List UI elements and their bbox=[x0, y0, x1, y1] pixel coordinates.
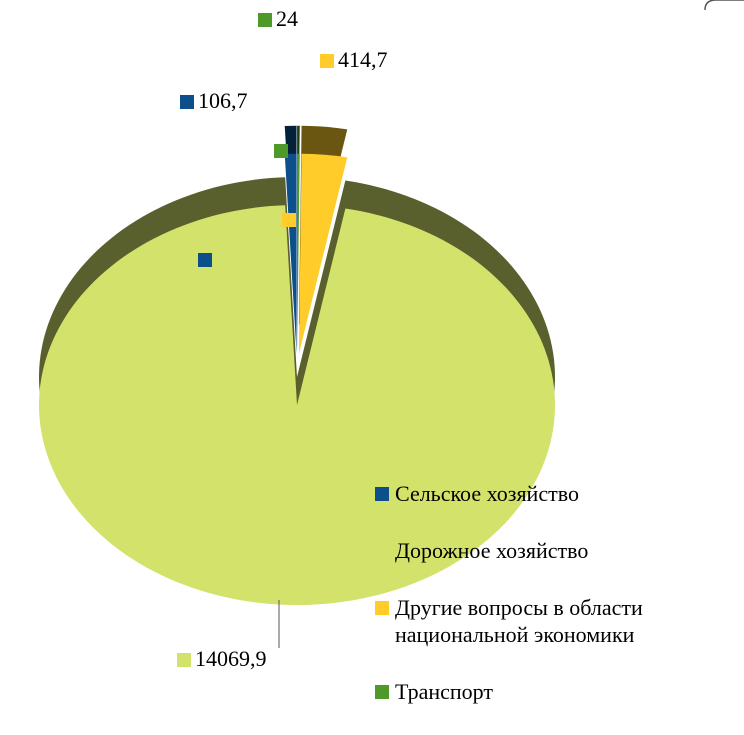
frame-corner bbox=[704, 0, 744, 11]
slice bbox=[284, 153, 297, 354]
legend-label: Другие вопросы в области национальной эк… bbox=[395, 595, 643, 647]
data-label: 24 bbox=[276, 6, 298, 31]
data-labels: 106,7 14069,9 414,7 24 bbox=[177, 6, 388, 671]
legend-item: Транспорт bbox=[375, 678, 725, 705]
page: {"chart_data": {"type": "pie", "categori… bbox=[39, 0, 744, 704]
slice bbox=[297, 153, 300, 354]
label-marker bbox=[258, 13, 272, 27]
slice bbox=[39, 205, 556, 605]
legend-swatch bbox=[375, 544, 389, 558]
marker bbox=[198, 253, 212, 267]
legend-swatch bbox=[375, 685, 389, 699]
marker bbox=[274, 144, 288, 158]
label-marker bbox=[320, 54, 334, 68]
pie bbox=[39, 125, 556, 605]
data-label: 14069,9 bbox=[195, 646, 267, 671]
legend-label: Транспорт bbox=[395, 679, 494, 704]
legend-swatch bbox=[375, 487, 389, 501]
legend-item: Дорожное хозяйство bbox=[375, 537, 725, 564]
data-label: 106,7 bbox=[198, 88, 248, 113]
legend-label: Сельское хозяйство bbox=[395, 481, 579, 506]
legend: Сельское хозяйство Дорожное хозяйство Друг… bbox=[375, 480, 725, 735]
label-marker bbox=[177, 653, 191, 667]
legend-item: Сельское хозяйство bbox=[375, 480, 725, 507]
label-marker bbox=[180, 95, 194, 109]
slice bbox=[298, 153, 348, 354]
legend-swatch bbox=[375, 601, 389, 615]
legend-item: Другие вопросы в области национальной эк… bbox=[375, 594, 725, 648]
data-label: 414,7 bbox=[338, 47, 388, 72]
chart: 106,7 14069,9 414,7 24 bbox=[39, 0, 744, 671]
legend-label: Дорожное хозяйство bbox=[395, 538, 589, 563]
marker bbox=[282, 213, 296, 227]
